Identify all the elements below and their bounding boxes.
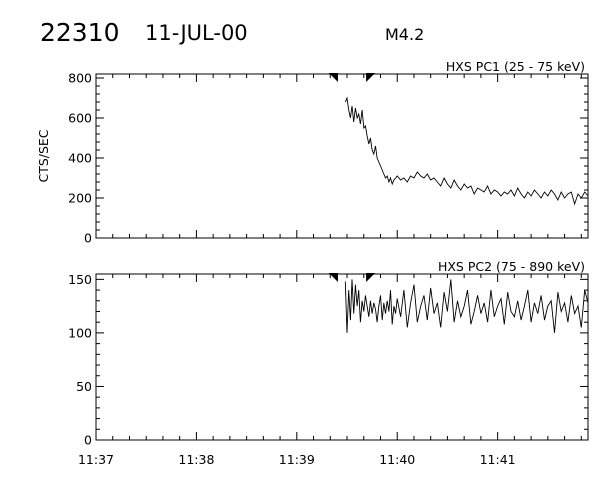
pc1-y-tick-label: 400 <box>68 151 92 166</box>
pc2-interval-start-marker <box>328 273 338 282</box>
pc1-y-tick-label: 0 <box>84 231 92 246</box>
x-tick-label: 11:38 <box>178 452 214 467</box>
pc1-y-tick-label: 600 <box>68 111 92 126</box>
pc1-y-axis-label: CTS/SEC <box>36 129 51 182</box>
pc1-plot-frame <box>95 73 589 239</box>
event-date: 11-JUL-00 <box>145 21 248 45</box>
pc2-plot-frame <box>95 273 589 441</box>
flare-class: M4.2 <box>385 25 424 44</box>
pc1-y-tick-label: 200 <box>68 191 92 206</box>
pc2-panel-title: HXS PC2 (75 - 890 keV) <box>438 259 585 274</box>
pc2-series-line <box>344 279 589 333</box>
pc1-interval-start-marker <box>328 73 338 82</box>
pc1-panel-title: HXS PC1 (25 - 75 keV) <box>446 59 585 74</box>
pc2-y-tick-label: 150 <box>68 272 92 287</box>
pc2-interval-end-marker <box>366 273 376 282</box>
pc2-panel: HXS PC2 (75 - 890 keV) 0 50 100 150 11:37 11:3… <box>68 259 589 467</box>
pc2-y-tick-label: 0 <box>84 433 92 448</box>
event-id: 22310 <box>40 18 120 47</box>
pc1-interval-end-marker <box>366 73 376 82</box>
pc1-panel: HXS PC1 (25 - 75 keV) CTS/SEC 0 200 400 600 80… <box>36 59 589 246</box>
x-tick-label: 11:41 <box>480 452 516 467</box>
x-tick-label: 11:37 <box>78 452 114 467</box>
x-tick-label: 11:39 <box>279 452 315 467</box>
pc2-y-tick-label: 50 <box>76 379 92 394</box>
x-tick-label: 11:40 <box>379 452 415 467</box>
pc1-series-line <box>344 96 589 206</box>
pc2-y-tick-label: 100 <box>68 325 92 340</box>
pc1-y-tick-label: 800 <box>68 71 92 86</box>
